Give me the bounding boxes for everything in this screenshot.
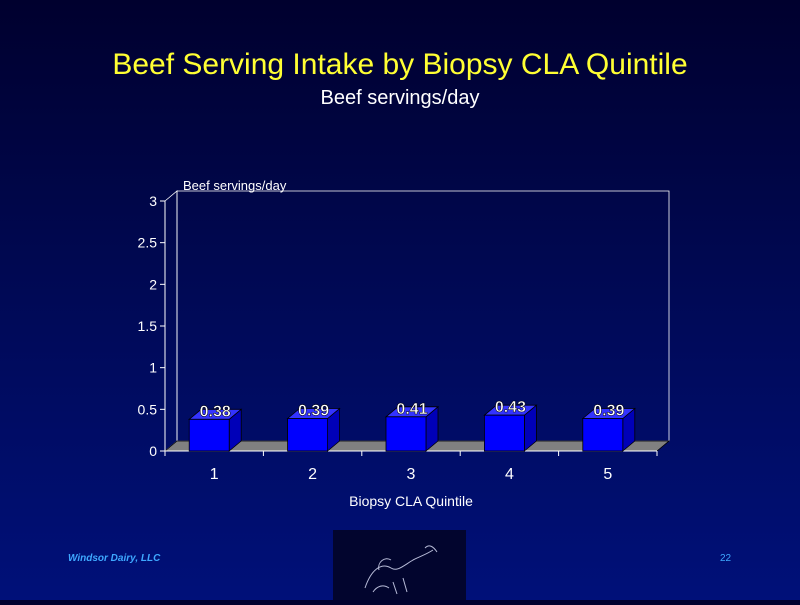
y-tick-label: 1.5 xyxy=(138,318,158,334)
y-tick-label: 3 xyxy=(149,193,157,209)
side-wall xyxy=(164,190,178,452)
y-axis-label: Beef servings/day xyxy=(183,178,287,193)
x-tick-label: 5 xyxy=(603,466,612,483)
chart-subtitle: Beef servings/day xyxy=(320,87,480,109)
x-tick-label: 1 xyxy=(210,466,219,483)
bar xyxy=(188,418,230,452)
bar xyxy=(287,418,329,452)
chart-title: Beef Serving Intake by Biopsy CLA Quinti… xyxy=(112,48,688,81)
x-tick-label: 2 xyxy=(308,466,317,483)
y-tick-label: 1 xyxy=(149,360,157,376)
company-logo xyxy=(333,530,466,600)
x-axis-label: Biopsy CLA Quintile xyxy=(349,493,473,509)
bar xyxy=(483,414,525,452)
y-tick-label: 0.5 xyxy=(138,401,158,417)
x-tick-label: 4 xyxy=(505,466,514,483)
data-label: 0.39 xyxy=(298,403,329,420)
bar xyxy=(385,416,427,452)
page-number: 22 xyxy=(720,553,732,564)
data-label: 0.38 xyxy=(200,403,231,420)
company-name: Windsor Dairy, LLC xyxy=(68,553,161,564)
data-label: 0.39 xyxy=(593,403,624,420)
data-label: 0.43 xyxy=(495,399,526,416)
y-tick-label: 0 xyxy=(149,443,157,459)
data-label: 0.41 xyxy=(396,401,427,418)
x-tick-label: 3 xyxy=(407,466,416,483)
y-tick-label: 2.5 xyxy=(138,235,158,251)
bar xyxy=(582,418,624,452)
logo-sketch-icon xyxy=(364,545,438,595)
y-tick-label: 2 xyxy=(149,276,157,292)
